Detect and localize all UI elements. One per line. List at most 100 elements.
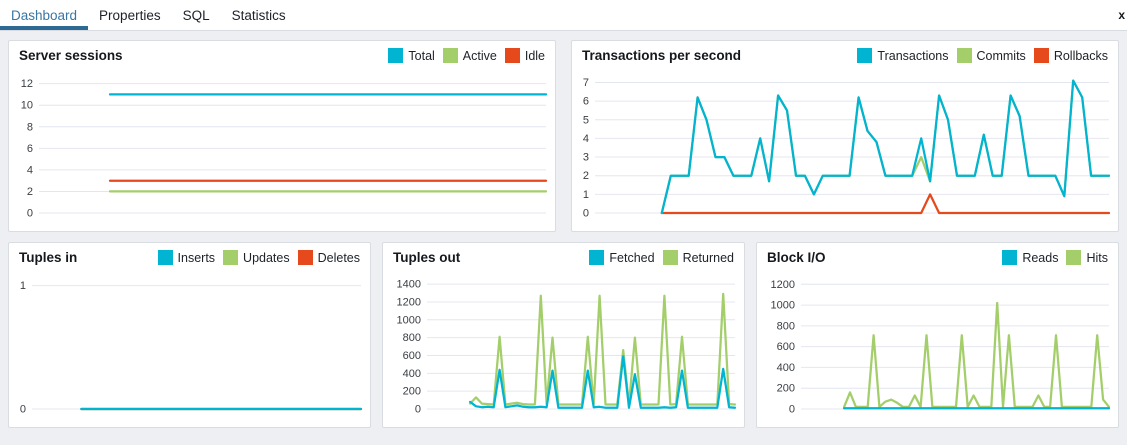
y-axis-tick-label: 400 xyxy=(403,368,421,380)
y-axis-tick-label: 0 xyxy=(20,404,26,416)
legend-item[interactable]: Commits xyxy=(956,48,1026,63)
legend-swatch-icon xyxy=(1002,250,1018,265)
y-axis-tick-label: 8 xyxy=(27,121,33,133)
panel-title: Tuples in xyxy=(19,250,78,265)
panel-title: Block I/O xyxy=(767,250,826,265)
y-axis-tick-label: 800 xyxy=(777,320,795,332)
y-axis-tick-label: 1200 xyxy=(771,279,795,291)
y-axis-tick-label: 0 xyxy=(583,208,589,220)
y-axis-tick-label: 0 xyxy=(27,208,33,220)
legend-swatch-icon xyxy=(157,250,173,265)
legend-label: Updates xyxy=(243,250,290,265)
y-axis-tick-label: 4 xyxy=(583,133,589,145)
legend-label: Rollbacks xyxy=(1053,48,1108,63)
y-axis-tick-label: 5 xyxy=(583,114,589,126)
legend-label: Fetched xyxy=(609,250,655,265)
legend-swatch-icon xyxy=(223,250,239,265)
y-axis-tick-label: 1 xyxy=(583,189,589,201)
series-line-fetched xyxy=(468,355,737,409)
chart-legend: Fetched Returned xyxy=(589,250,734,265)
y-axis-tick-label: 6 xyxy=(27,143,33,155)
legend-label: Transactions xyxy=(877,48,949,63)
y-axis-tick-label: 6 xyxy=(583,96,589,108)
panel-server-sessions: Server sessions Total Active Idle 0 2 4 6 8 10 1… xyxy=(8,40,556,232)
panel-title: Tuples out xyxy=(393,250,461,265)
panel-title: Transactions per second xyxy=(582,48,742,63)
y-axis-tick-label: 600 xyxy=(777,341,795,353)
legend-label: Active xyxy=(462,48,497,63)
y-axis-tick-label: 10 xyxy=(21,100,33,112)
legend-item[interactable]: Deletes xyxy=(297,250,360,265)
legend-label: Inserts xyxy=(177,250,216,265)
legend-item[interactable]: Total xyxy=(388,48,435,63)
y-axis-tick-label: 7 xyxy=(583,77,589,89)
chart-legend: Total Active Idle xyxy=(388,48,545,63)
tab-bar: Dashboard Properties SQL Statistics x xyxy=(0,0,1127,31)
legend-swatch-icon xyxy=(388,48,404,63)
legend-label: Returned xyxy=(682,250,734,265)
tab-properties[interactable]: Properties xyxy=(99,7,161,23)
panel-tuples-out: Tuples out Fetched Returned 0 200 400 600 800… xyxy=(382,242,745,428)
series-line-commits xyxy=(660,79,1111,215)
legend-item[interactable]: Hits xyxy=(1066,250,1108,265)
y-axis-tick-label: 3 xyxy=(583,152,589,164)
panel-header: Server sessions Total Active Idle xyxy=(9,41,555,67)
tuples-in-line-chart: 01 xyxy=(20,280,363,416)
y-axis-tick-label: 0 xyxy=(789,404,795,416)
tab-sql[interactable]: SQL xyxy=(182,7,210,23)
y-axis-tick-label: 2 xyxy=(583,170,589,182)
legend-item[interactable]: Active xyxy=(442,48,497,63)
legend-item[interactable]: Idle xyxy=(504,48,545,63)
legend-label: Reads xyxy=(1022,250,1059,265)
series-line-transactions xyxy=(660,79,1111,215)
y-axis-tick-label: 12 xyxy=(21,78,33,90)
legend-item[interactable]: Fetched xyxy=(589,250,655,265)
legend-item[interactable]: Updates xyxy=(223,250,290,265)
tab-dashboard[interactable]: Dashboard xyxy=(0,0,88,30)
panel-header: Block I/O Reads Hits xyxy=(757,243,1118,269)
y-axis-tick-label: 400 xyxy=(777,362,795,374)
chart-legend: Transactions Commits Rollbacks xyxy=(857,48,1108,63)
dashboard-content: Server sessions Total Active Idle 0 2 4 6 8 10 1… xyxy=(0,31,1127,428)
panel-title: Server sessions xyxy=(19,48,123,63)
legend-swatch-icon xyxy=(504,48,520,63)
legend-swatch-icon xyxy=(956,48,972,63)
legend-label: Idle xyxy=(524,48,545,63)
legend-swatch-icon xyxy=(1066,250,1082,265)
tuples-out-line-chart: 0 200 400 600 800 1000 1200 1400 xyxy=(397,279,737,416)
block-io-line-chart: 0 200 400 600 800 1000 1200 xyxy=(771,279,1111,416)
server-sessions-line-chart: 0 2 4 6 8 10 12 xyxy=(21,78,548,220)
series-line-rollbacks xyxy=(660,193,1111,215)
series-line-hits xyxy=(842,301,1111,409)
legend-item[interactable]: Reads xyxy=(1002,250,1058,265)
legend-swatch-icon xyxy=(297,250,313,265)
y-axis-tick-label: 200 xyxy=(777,383,795,395)
legend-swatch-icon xyxy=(662,250,678,265)
y-axis-tick-label: 800 xyxy=(403,332,421,344)
y-axis-tick-label: 200 xyxy=(403,386,421,398)
y-axis-tick-label: 4 xyxy=(27,164,33,176)
y-axis-tick-label: 1000 xyxy=(771,300,795,312)
series-line-returned xyxy=(468,292,737,406)
legend-item[interactable]: Returned xyxy=(662,250,734,265)
panel-transactions-per-second: Transactions per second Transactions Comm… xyxy=(571,40,1119,232)
y-axis-tick-label: 600 xyxy=(403,350,421,362)
y-axis-tick-label: 1400 xyxy=(397,279,421,291)
transactions-line-chart: 0 1 2 3 4 5 6 7 xyxy=(583,77,1111,220)
panel-header: Tuples out Fetched Returned xyxy=(383,243,744,269)
legend-item[interactable]: Inserts xyxy=(157,250,216,265)
charts-row-1: Server sessions Total Active Idle 0 2 4 6 8 10 1… xyxy=(8,40,1119,232)
legend-swatch-icon xyxy=(1033,48,1049,63)
tab-statistics[interactable]: Statistics xyxy=(231,7,286,23)
legend-swatch-icon xyxy=(442,48,458,63)
y-axis-tick-label: 0 xyxy=(415,404,421,416)
legend-item[interactable]: Rollbacks xyxy=(1033,48,1108,63)
legend-item[interactable]: Transactions xyxy=(857,48,949,63)
chart-legend: Inserts Updates Deletes xyxy=(157,250,360,265)
close-icon[interactable]: x xyxy=(1118,8,1125,22)
chart-legend: Reads Hits xyxy=(1002,250,1108,265)
y-axis-tick-label: 2 xyxy=(27,186,33,198)
panel-header: Transactions per second Transactions Comm… xyxy=(572,41,1118,67)
